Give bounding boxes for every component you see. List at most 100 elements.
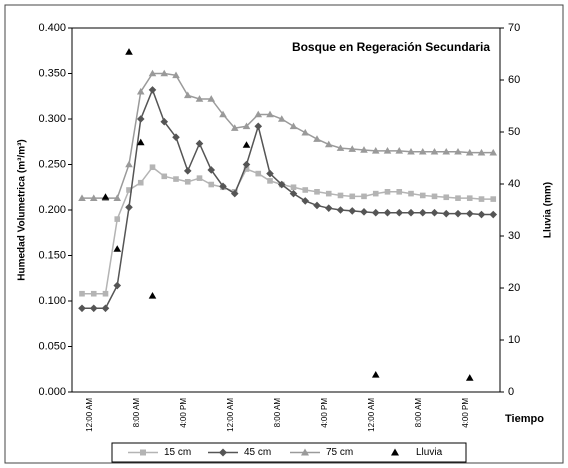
data-point: [183, 167, 192, 175]
data-point: [101, 193, 110, 200]
data-point: [161, 173, 168, 180]
data-point: [454, 209, 462, 218]
data-point: [113, 281, 122, 290]
data-point: [477, 148, 486, 156]
data-point: [266, 110, 274, 118]
data-point: [349, 193, 356, 200]
y-tick-label: 0.100: [38, 295, 66, 307]
x-tick-label: 8:00 AM: [273, 398, 282, 428]
data-point: [371, 371, 380, 378]
legend-marker: [140, 449, 146, 456]
data-point: [277, 180, 286, 189]
legend-marker: [391, 448, 399, 456]
data-point: [407, 208, 415, 217]
data-point: [137, 179, 144, 186]
y2-axis-label: Lluvia (mm): [543, 182, 554, 238]
data-point: [113, 245, 122, 252]
data-point: [173, 176, 179, 182]
y2-tick-label: 10: [508, 334, 520, 346]
y-axis-label: Humedad Volumetrica (m³/m³): [17, 139, 28, 281]
data-point: [148, 69, 157, 77]
data-point: [242, 160, 251, 169]
data-point: [465, 374, 474, 381]
data-point: [454, 147, 462, 155]
data-point: [301, 197, 310, 205]
data-point: [242, 122, 251, 130]
data-point: [243, 166, 250, 172]
data-point: [114, 216, 121, 222]
data-point: [207, 95, 216, 102]
data-point: [430, 147, 439, 155]
x-tick-label: 8:00 AM: [132, 398, 141, 428]
legend-label: Lluvia: [416, 447, 443, 458]
y2-tick-label: 40: [508, 178, 520, 190]
data-point: [90, 290, 97, 297]
data-point: [149, 164, 156, 171]
data-point: [384, 189, 391, 195]
data-point: [184, 178, 191, 185]
data-point: [489, 148, 498, 156]
y-tick-label: 0.300: [38, 113, 66, 125]
data-point: [78, 304, 86, 313]
legend-marker: [301, 448, 309, 456]
data-point: [408, 190, 414, 197]
y-tick-label: 0.150: [38, 249, 66, 261]
legend-label: 75 cm: [326, 447, 353, 458]
data-point: [442, 209, 451, 218]
y2-tick-label: 0: [508, 386, 514, 398]
data-point: [136, 87, 145, 95]
y2-tick-label: 70: [508, 22, 520, 34]
series-line: [82, 166, 494, 295]
y-tick-label: 0.250: [38, 158, 66, 170]
y2-tick-label: 50: [508, 126, 520, 138]
x-tick-label: 12:00 AM: [226, 398, 235, 432]
data-point: [418, 208, 427, 217]
data-point: [136, 138, 145, 146]
data-point: [242, 141, 251, 148]
data-point: [336, 144, 345, 151]
data-point: [219, 110, 227, 118]
x-tick-label: 4:00 PM: [320, 398, 329, 428]
data-point: [160, 69, 169, 77]
data-point: [125, 48, 133, 55]
data-point: [490, 196, 497, 202]
data-point: [219, 182, 227, 191]
data-point: [290, 184, 297, 191]
data-point: [267, 178, 273, 184]
data-point: [360, 208, 368, 216]
data-point: [383, 208, 392, 217]
data-point: [125, 160, 133, 168]
data-point: [442, 147, 451, 155]
data-point: [419, 192, 426, 199]
data-point: [183, 91, 192, 99]
legend-label: 45 cm: [244, 447, 271, 458]
y-tick-label: 0.050: [38, 340, 66, 352]
data-point: [395, 147, 404, 154]
data-point: [431, 193, 438, 200]
y-tick-label: 0.350: [38, 67, 66, 79]
chart-title: Bosque en Regeración Secundaria: [292, 40, 490, 54]
data-point: [102, 290, 109, 297]
data-point: [172, 133, 180, 141]
data-point: [325, 190, 332, 197]
data-point: [195, 95, 204, 102]
data-point: [455, 195, 461, 201]
data-point: [337, 192, 344, 199]
y2-tick-label: 20: [508, 282, 520, 294]
x-tick-label: 4:00 PM: [461, 398, 470, 428]
data-point: [277, 115, 286, 122]
data-point: [443, 194, 450, 201]
data-point: [396, 189, 403, 195]
data-point: [207, 166, 216, 174]
y-tick-label: 0.200: [38, 204, 66, 216]
data-point: [125, 203, 133, 212]
data-point: [195, 139, 204, 148]
data-point: [477, 210, 486, 219]
x-axis-label: Tiempo: [505, 413, 544, 425]
data-point: [466, 195, 473, 201]
data-point: [360, 146, 368, 153]
data-point: [160, 117, 169, 126]
data-point: [313, 201, 321, 210]
data-point: [489, 210, 498, 219]
